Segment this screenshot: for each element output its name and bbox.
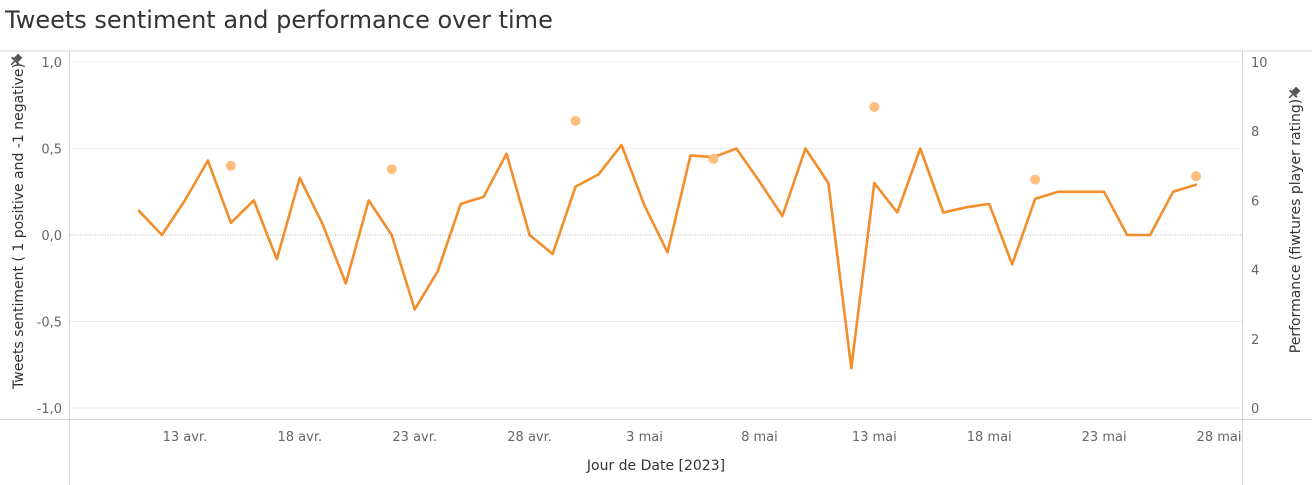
x-tick-label: 28 mai [1197,430,1242,445]
left-axis-title: Tweets sentiment ( 1 positive and -1 neg… [11,63,27,390]
right-axis-ticks: 10 8 6 4 2 0 [1251,56,1268,417]
left-tick-label: 0,0 [41,229,62,244]
right-tick-label: 6 [1251,194,1259,209]
x-tick-label: 28 avr. [507,430,552,445]
performance-point[interactable] [1030,174,1041,185]
x-tick-label: 13 mai [852,430,897,445]
right-tick-label: 4 [1251,264,1259,279]
performance-point[interactable] [869,101,880,112]
x-axis-ticks: 13 avr. 18 avr. 23 avr. 28 avr. 3 mai 8 mai 13… [163,430,1242,445]
performance-point[interactable] [1191,171,1202,182]
performance-point[interactable] [386,164,397,175]
right-tick-label: 0 [1251,402,1259,417]
performance-series [225,101,1202,185]
page-title: Tweets sentiment and performance over ti… [5,6,553,34]
performance-point[interactable] [225,160,236,171]
right-tick-label: 10 [1251,56,1268,71]
left-tick-label: 1,0 [41,56,62,71]
x-tick-label: 23 mai [1082,430,1127,445]
x-axis-title: Jour de Date [2023] [586,458,725,474]
right-axis-title: Performance (fiwtures player rating) [1288,99,1304,353]
x-tick-label: 23 avr. [392,430,437,445]
performance-point[interactable] [570,115,581,126]
x-tick-label: 13 avr. [163,430,208,445]
right-tick-label: 2 [1251,333,1259,348]
left-tick-label: 0,5 [41,143,62,158]
performance-point[interactable] [708,153,719,164]
left-tick-label: -0,5 [37,316,62,331]
left-tick-label: -1,0 [37,402,62,417]
x-tick-label: 18 mai [967,430,1012,445]
right-tick-label: 8 [1251,125,1259,140]
left-axis-ticks: 1,0 0,5 0,0 -0,5 -1,0 [37,56,62,417]
sentiment-line [137,143,1198,370]
x-tick-label: 3 mai [626,430,663,445]
chart-frame [0,50,1312,485]
gridlines [70,61,1242,409]
x-tick-label: 8 mai [741,430,778,445]
x-tick-label: 18 avr. [277,430,322,445]
sentiment-series [137,143,1198,370]
